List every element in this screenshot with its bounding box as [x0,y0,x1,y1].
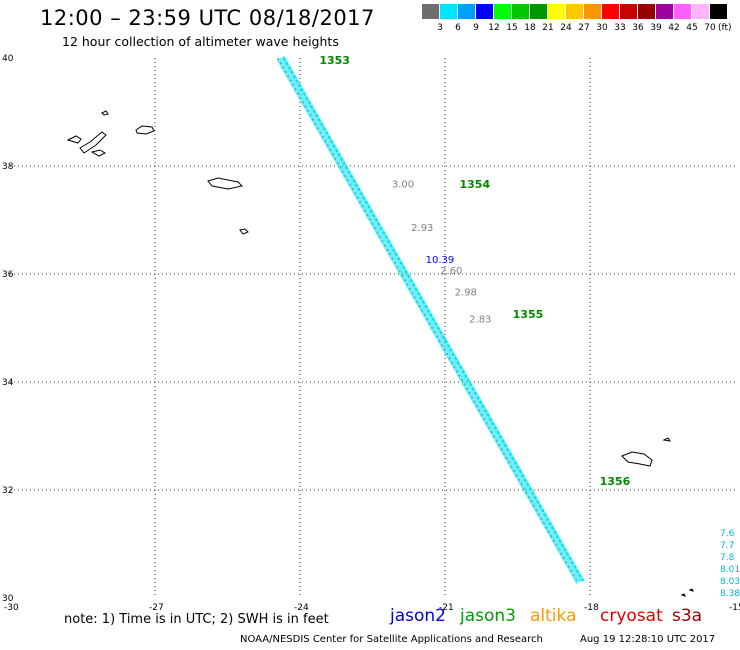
legend-swatch [656,4,673,19]
map-labels: 1353 1354 1355 1356 3.00 2.93 10.392.60 2.98 2.8… [319,54,740,599]
lon-tick-label: -21 [439,603,454,613]
edge-swh-label: 7.6 [720,529,735,539]
legend-label: 12 [488,23,500,33]
map-subtitle: 12 hour collection of altimeter wave hei… [62,34,339,49]
map-title: 12:00 – 23:59 UTC 08/18/2017 [40,6,375,30]
lon-tick-label: -30 [4,603,19,613]
legend-label: 27 [578,23,590,33]
island-coastline [680,593,686,597]
altimeter-track [276,55,585,585]
island-coastline [135,125,155,135]
legend-swatch [512,4,529,19]
satellite-label-jason3: jason3 [460,606,516,626]
legend-label: 3 [437,23,443,33]
edge-swh-label: 7.7 [720,541,734,551]
footer-note: note: 1) Time is in UTC; 2) SWH is in fe… [64,612,329,627]
edge-swh-label: 8.01 [720,565,740,575]
legend-swatch [692,4,709,19]
legend-swatch [476,4,493,19]
lat-tick-label: 30 [2,594,14,604]
track-band [276,55,585,585]
lon-tick-label: -24 [294,603,309,613]
pass-number-label: 1356 [600,475,631,488]
legend-swatch [674,4,691,19]
legend-swatch [710,4,727,19]
island-coastline [239,228,249,235]
satellite-label-s3a: s3a [672,606,703,626]
legend-label: 45 [686,23,698,33]
credit-text: NOAA/NESDIS Center for Satellite Applica… [240,634,543,645]
island-coastline [688,588,694,592]
legend-label: 15 [506,23,518,33]
legend-label: 70 [704,23,716,33]
legend-swatch [638,4,655,19]
satellite-label-jason2: jason2 [390,606,446,626]
island-coastline [207,177,244,190]
lon-tick-label: -15 [729,603,740,613]
legend-label: 18 [524,23,536,33]
edge-swh-label: 7.8 [720,553,735,563]
lat-tick-label: 40 [2,54,14,64]
island-coastline [662,437,672,442]
timestamp-text: Aug 19 12:28:10 UTC 2017 [580,634,716,645]
legend-label: 39 [650,23,662,33]
legend-swatch [620,4,637,19]
legend-label: 36 [632,23,644,33]
legend-swatch [440,4,457,19]
legend-label: 42 [668,23,680,33]
island-coastline [90,149,107,157]
legend-label: 33 [614,23,626,33]
lon-tick-label: -18 [584,603,599,613]
track-dots [282,57,585,583]
edge-swh-label: 8.03 [720,577,740,587]
swh-value-label: 2.60 [440,266,462,277]
legend-swatch [494,4,511,19]
lat-tick-label: 34 [2,378,14,388]
legend-swatch [602,4,619,19]
legend-swatch [584,4,601,19]
legend-swatch [566,4,583,19]
lat-tick-label: 36 [2,270,14,280]
island-coastline [79,131,107,154]
edge-swh-label: 8.38 [720,589,740,599]
legend-label: 24 [560,23,572,33]
island-coastline [101,110,109,116]
legend-swatch [530,4,547,19]
island-coastline [66,135,82,144]
swh-value-label: 3.00 [392,180,414,191]
lat-tick-label: 32 [2,486,13,496]
legend-swatch [422,4,439,19]
legend-label: 6 [455,23,461,33]
swh-value-label: 10.39 [426,255,455,266]
legend-label: 30 [596,23,608,33]
legend-label: 9 [473,23,479,33]
legend-label: 21 [542,23,554,33]
swh-value-label: 2.93 [411,223,433,234]
legend-swatch [458,4,475,19]
grid-lines: -30 -27 -24 -21 -18 -15 40 38 36 34 32 30 [2,54,740,613]
coastlines [66,110,694,597]
track-dots [277,57,578,583]
island-coastline [621,451,653,467]
swh-value-label: 2.98 [455,288,477,299]
satellite-label-altika: altika [530,606,577,626]
lon-tick-label: -27 [149,603,164,613]
lat-tick-label: 38 [2,162,14,172]
pass-number-label: 1355 [513,308,544,321]
pass-number-label: 1354 [460,178,491,191]
legend-swatch [548,4,565,19]
legend-unit: (ft) [718,23,732,33]
pass-number-label: 1353 [319,54,350,67]
swh-value-label: 2.83 [469,315,491,326]
satellite-label-cryosat: cryosat [600,606,663,626]
